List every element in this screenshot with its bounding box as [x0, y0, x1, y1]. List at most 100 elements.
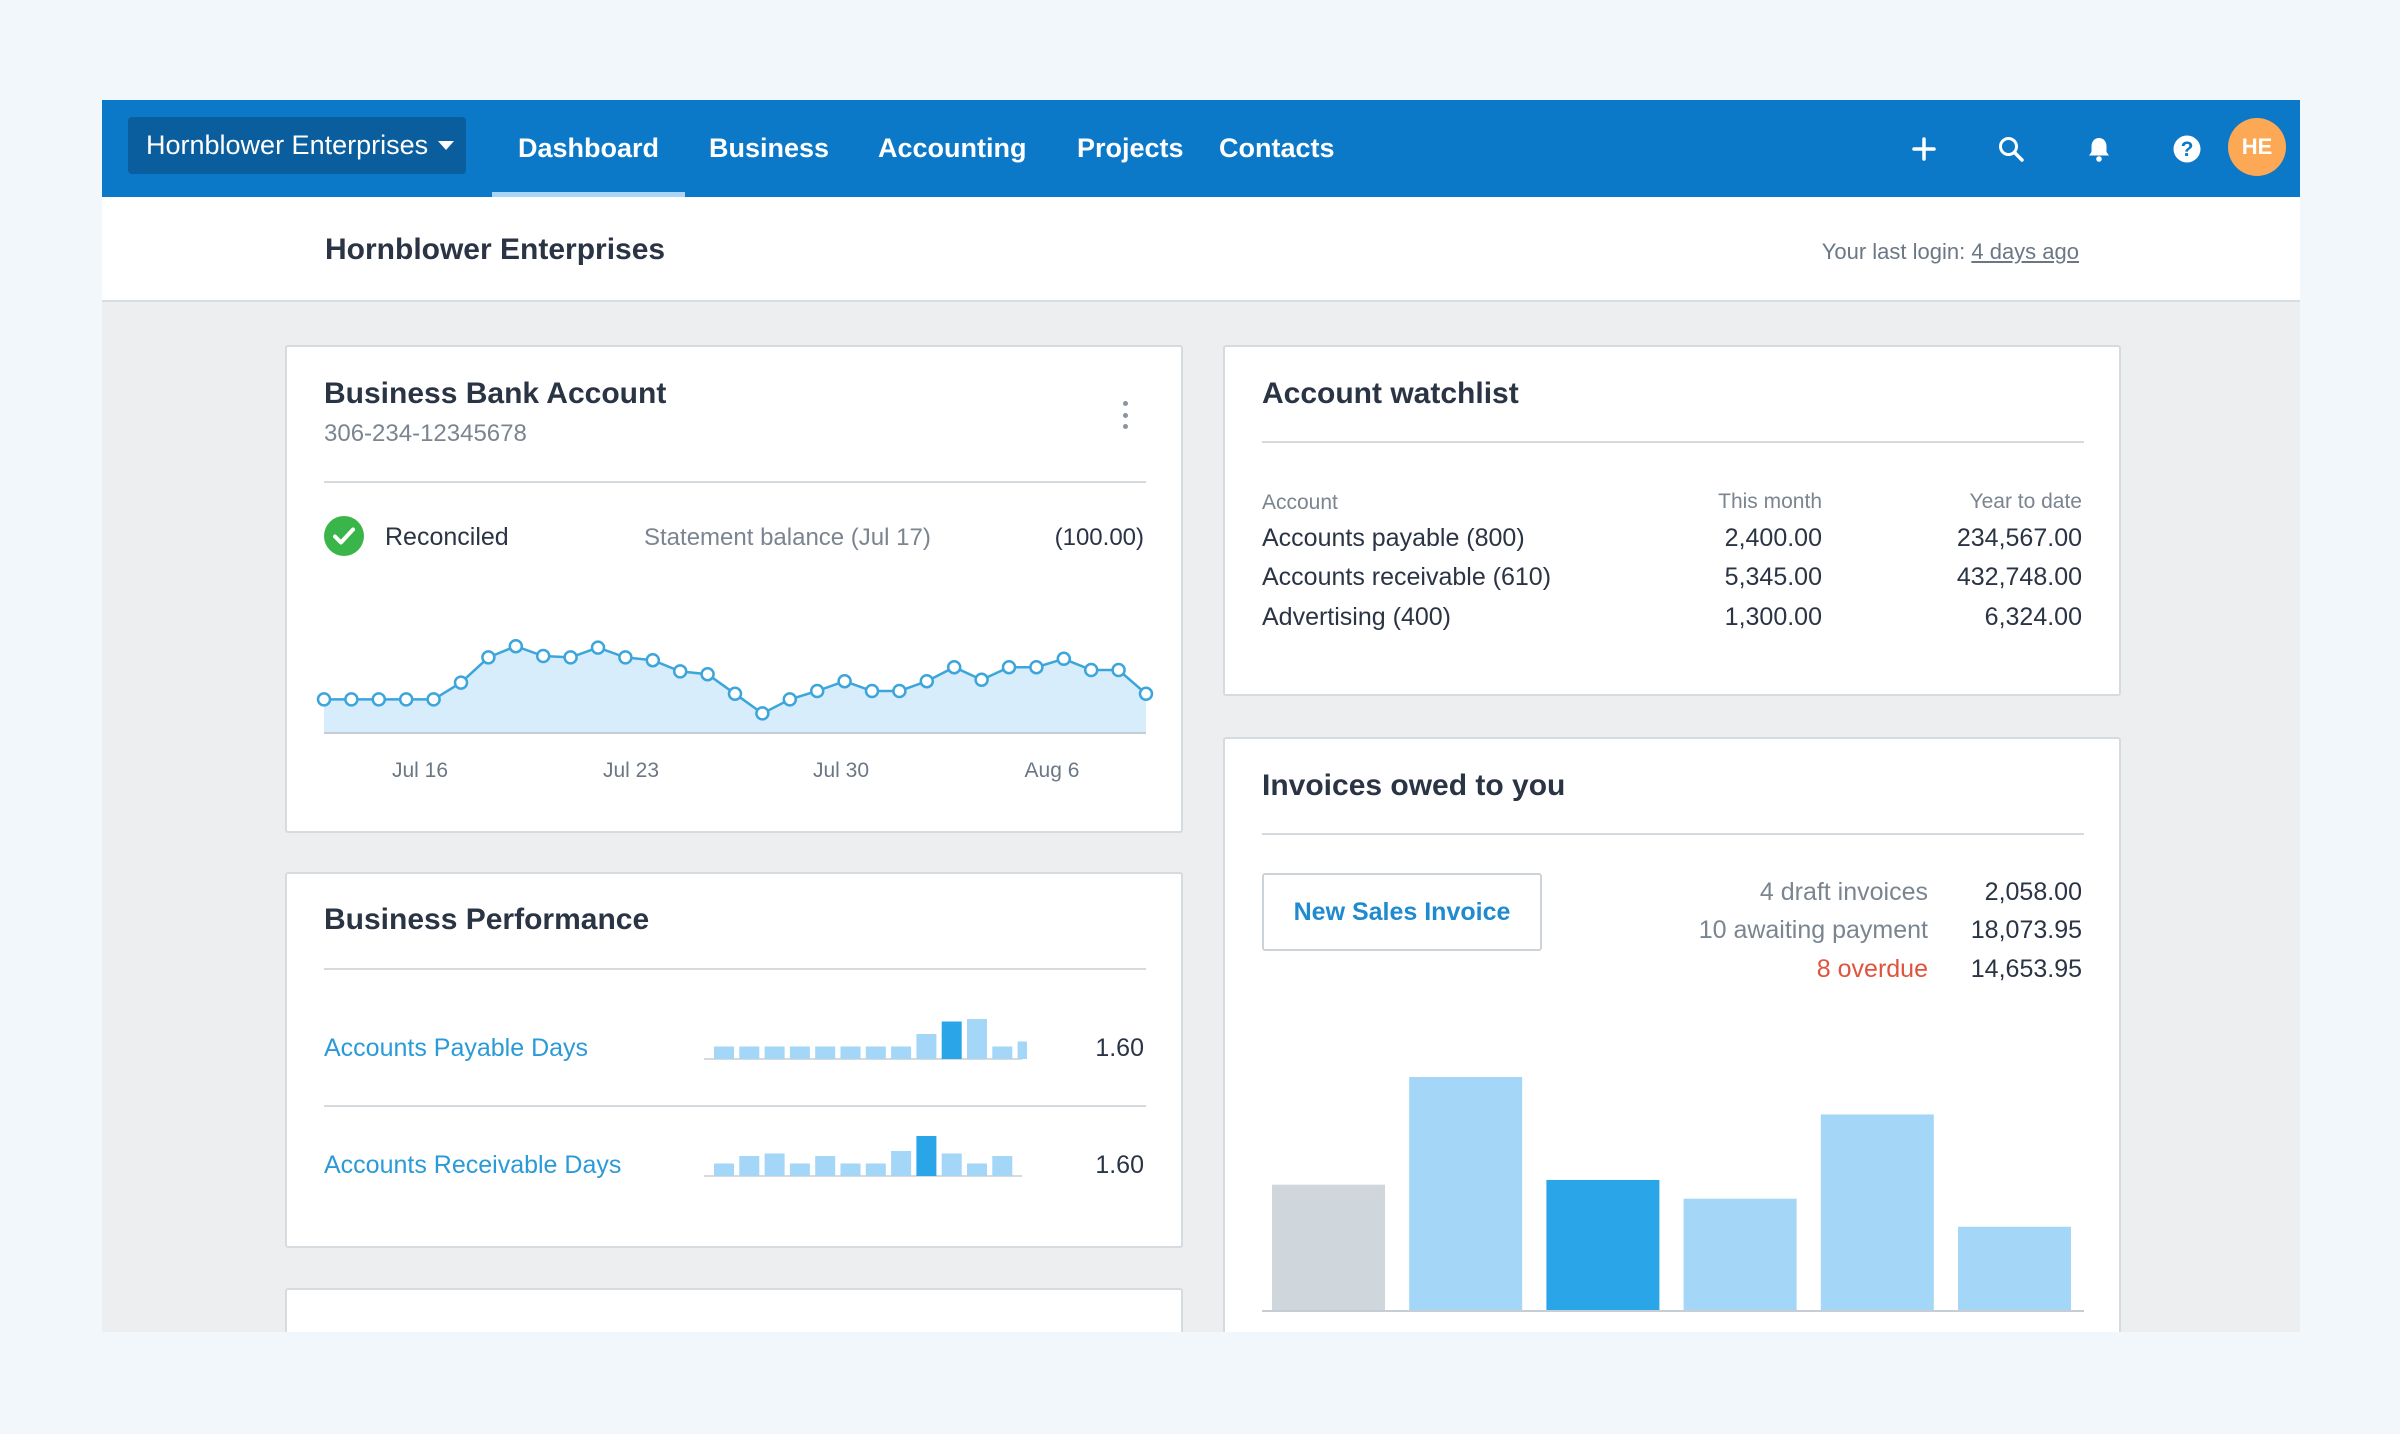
data-point [1056, 651, 1072, 667]
tab-dashboard[interactable]: Dashboard [491, 100, 686, 197]
spark-bar [739, 1046, 760, 1059]
data-point [535, 648, 551, 664]
data-point [919, 673, 935, 689]
spark-bar [916, 1034, 937, 1059]
divider [1262, 441, 2084, 443]
data-point [590, 640, 606, 655]
spark-bar [865, 1046, 886, 1059]
invoices-owed-card: Invoices owed to you New Sales Invoice 4… [1223, 737, 2121, 1332]
spark-bar [815, 1156, 836, 1176]
last-login-link[interactable]: 4 days ago [1971, 239, 2079, 264]
spark-bar [891, 1151, 912, 1176]
spark-bar [764, 1153, 785, 1176]
x-tick-label: Jul 30 [813, 759, 869, 782]
divider [324, 481, 1146, 483]
overdue-link[interactable]: 8 overdue [1816, 955, 1928, 983]
data-point [809, 683, 825, 699]
data-point [1083, 662, 1099, 678]
data-point [837, 673, 852, 689]
invoice-bar [1272, 1184, 1385, 1311]
overdue-value: 14,653.95 [1970, 955, 2082, 983]
data-point [1111, 662, 1126, 678]
awaiting-payment-value: 18,073.95 [1970, 916, 2082, 944]
watchlist-card-title[interactable]: Account watchlist [1262, 377, 1519, 410]
spark-bar [739, 1156, 760, 1176]
data-point [974, 672, 989, 688]
invoice-bar [1683, 1198, 1797, 1311]
data-point [371, 692, 387, 707]
last-login: Your last login: 4 days ago [1822, 239, 2079, 265]
org-switcher[interactable]: Hornblower Enterprises [128, 117, 466, 174]
spark-bar [789, 1046, 810, 1059]
bell-icon[interactable] [2077, 127, 2121, 171]
account-name: Accounts receivable (610) [1262, 563, 1552, 591]
bank-balance-chart: Jul 16 Jul 23 Jul 30 Aug 6 [316, 638, 1154, 782]
more-options-icon[interactable] [1110, 397, 1140, 433]
data-point [618, 650, 633, 665]
tab-contacts[interactable]: Contacts [1219, 133, 1335, 163]
invoices-card-title[interactable]: Invoices owed to you [1262, 769, 1566, 802]
receivable-days-sparkbar [704, 1136, 1022, 1177]
tab-accounting[interactable]: Accounting [878, 133, 1027, 163]
x-tick-label: Jul 23 [603, 759, 659, 782]
spark-bar [865, 1163, 886, 1176]
spark-bar [967, 1019, 987, 1059]
tab-business[interactable]: Business [709, 133, 830, 163]
reconciled-status: Reconciled [385, 523, 509, 551]
this-month-value: 5,345.00 [1724, 563, 1822, 591]
x-tick-label: Jul 16 [392, 759, 448, 782]
data-point [398, 692, 414, 707]
payable-days-link[interactable]: Accounts Payable Days [324, 1034, 589, 1062]
this-month-value: 2,400.00 [1724, 524, 1822, 552]
divider [1262, 833, 2084, 835]
performance-card-title: Business Performance [324, 903, 650, 936]
divider [324, 1105, 1146, 1107]
spark-bar [941, 1153, 962, 1176]
column-header-this-month: This month [1718, 490, 1822, 513]
data-point [316, 692, 332, 707]
data-point [700, 666, 715, 682]
business-performance-card: Business Performance Accounts Payable Da… [285, 872, 1183, 1248]
search-icon[interactable] [1989, 127, 2033, 171]
plus-icon[interactable] [1902, 127, 1946, 171]
invoice-bar [1958, 1226, 2071, 1311]
clipped-card [285, 1288, 1183, 1332]
help-icon[interactable]: ? [2165, 127, 2209, 171]
spark-bar [916, 1136, 937, 1176]
payable-days-value: 1.60 [1095, 1034, 1144, 1062]
bank-account-number: 306-234-12345678 [324, 420, 527, 447]
data-point [672, 664, 688, 679]
spark-bar [840, 1163, 861, 1176]
account-name: Advertising (400) [1262, 603, 1451, 631]
spark-bar [1017, 1041, 1027, 1059]
spark-bar [714, 1046, 734, 1059]
invoice-bar [1820, 1114, 1934, 1311]
data-point [946, 659, 962, 675]
spark-bar [941, 1021, 962, 1059]
data-point [344, 692, 359, 707]
data-point [508, 638, 524, 654]
column-header-account: Account [1262, 491, 1338, 514]
bank-card-title[interactable]: Business Bank Account [324, 377, 667, 410]
data-point [1029, 659, 1044, 675]
spark-bar [992, 1046, 1013, 1059]
invoices-bar-chart: Older Oct 30 - Nov 5 This week Nov 13 - 19 N… [1262, 1077, 2084, 1312]
page-subheader: Hornblower Enterprises Your last login: … [102, 197, 2300, 302]
spark-bar [815, 1046, 836, 1059]
data-point [453, 675, 469, 690]
payable-days-sparkbar [704, 1019, 1027, 1060]
app-window: Hornblower Enterprises Dashboard Busines… [102, 100, 2300, 1332]
draft-invoices-link[interactable]: 4 draft invoices [1759, 878, 1928, 906]
avatar[interactable]: HE [2228, 118, 2286, 176]
awaiting-payment-link[interactable]: 10 awaiting payment [1698, 916, 1928, 944]
spark-bar [891, 1046, 912, 1059]
new-sales-invoice-button[interactable]: New Sales Invoice [1262, 873, 1542, 951]
column-header-year-to-date: Year to date [1969, 490, 2083, 513]
receivable-days-link[interactable]: Accounts Receivable Days [324, 1151, 622, 1179]
year-to-date-value: 432,748.00 [1956, 563, 2082, 591]
tab-projects[interactable]: Projects [1077, 133, 1184, 163]
caret-down-icon [438, 141, 455, 150]
data-point [864, 683, 880, 699]
data-point [645, 652, 661, 668]
divider [324, 968, 1146, 970]
